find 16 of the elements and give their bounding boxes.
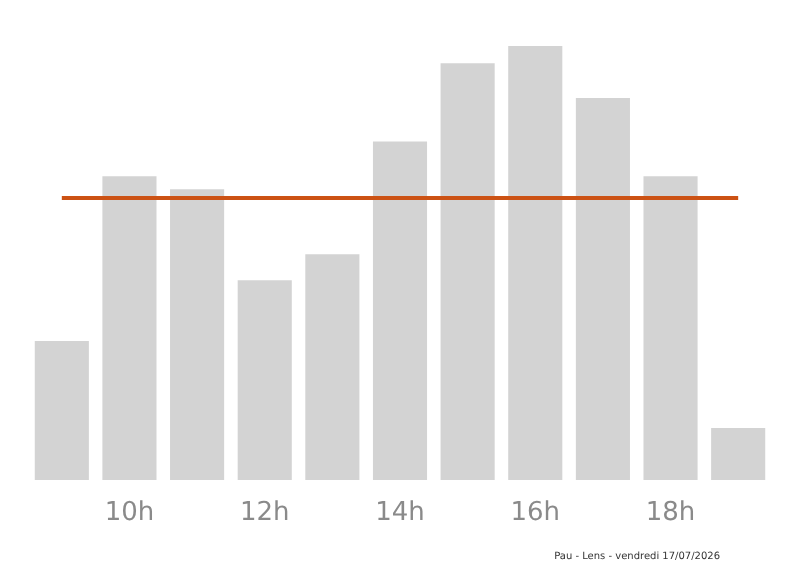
x-tick-label: 16h: [510, 498, 561, 528]
x-tick-label: 12h: [239, 498, 290, 528]
bar: [440, 63, 495, 480]
bar: [305, 254, 360, 480]
x-tick-label: 14h: [375, 498, 425, 528]
x-tick-label: 18h: [645, 498, 696, 528]
bar: [508, 46, 563, 480]
bar: [643, 176, 698, 480]
x-tick-label: 10h: [104, 498, 155, 528]
bar: [34, 341, 89, 480]
bar: [372, 141, 428, 480]
bar: [102, 176, 157, 480]
bar: [711, 427, 766, 480]
bar: [170, 189, 225, 480]
bar: [237, 280, 292, 480]
bar: [575, 98, 630, 480]
